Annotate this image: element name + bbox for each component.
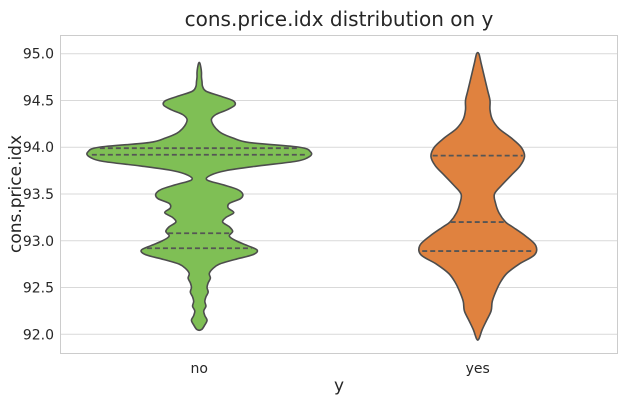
x-tick-label-no: no xyxy=(191,361,208,377)
x-tick-labels: no yes xyxy=(191,361,490,377)
y-tick-label: 92.0 xyxy=(23,327,54,343)
violin-layer xyxy=(86,51,538,341)
grid-layer xyxy=(60,53,617,335)
chart-title: cons.price.idx distribution on y xyxy=(185,7,494,31)
y-tick-labels: 92.0 92.5 93.0 93.5 94.0 94.5 95.0 xyxy=(23,47,54,344)
y-axis-label: cons.price.idx xyxy=(6,135,26,253)
x-tick-label-yes: yes xyxy=(466,361,490,377)
y-tick-label: 92.5 xyxy=(23,281,54,297)
violin-no xyxy=(86,61,313,332)
y-tick-label: 94.5 xyxy=(23,93,54,109)
x-axis-label: y xyxy=(334,376,344,396)
violin-yes xyxy=(417,51,538,341)
plot-frame xyxy=(60,35,618,354)
y-tick-label: 93.0 xyxy=(23,234,54,250)
y-tick-label: 95.0 xyxy=(23,47,54,63)
y-tick-label: 94.0 xyxy=(23,140,54,156)
y-tick-label: 93.5 xyxy=(23,187,54,203)
